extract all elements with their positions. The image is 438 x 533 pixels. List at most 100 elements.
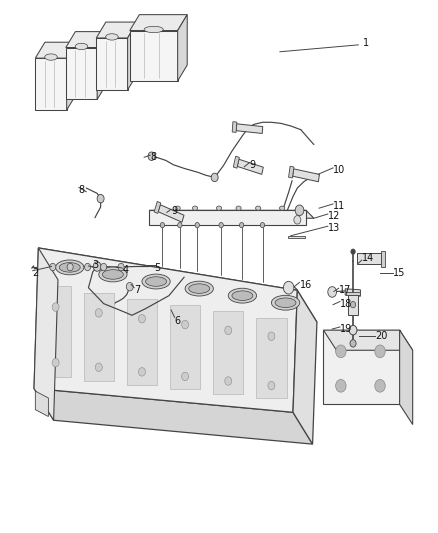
Circle shape xyxy=(195,222,199,228)
Polygon shape xyxy=(149,211,314,218)
Text: 17: 17 xyxy=(339,285,351,295)
Circle shape xyxy=(375,345,385,358)
Polygon shape xyxy=(127,299,157,385)
Polygon shape xyxy=(381,251,385,266)
Polygon shape xyxy=(66,47,97,100)
Text: 10: 10 xyxy=(333,165,345,175)
Circle shape xyxy=(219,222,223,228)
Polygon shape xyxy=(35,42,76,58)
Polygon shape xyxy=(233,156,239,168)
Polygon shape xyxy=(96,22,137,38)
Text: 7: 7 xyxy=(134,285,141,295)
Polygon shape xyxy=(34,248,297,413)
Circle shape xyxy=(126,282,133,291)
Circle shape xyxy=(160,222,165,228)
Ellipse shape xyxy=(142,274,170,289)
Polygon shape xyxy=(67,42,76,110)
Text: 8: 8 xyxy=(150,152,156,162)
Ellipse shape xyxy=(279,206,285,211)
Circle shape xyxy=(225,377,232,385)
Circle shape xyxy=(178,222,182,228)
Ellipse shape xyxy=(216,206,222,211)
Circle shape xyxy=(283,281,294,294)
Polygon shape xyxy=(40,286,71,376)
Polygon shape xyxy=(170,305,200,390)
Ellipse shape xyxy=(99,267,127,282)
Text: 20: 20 xyxy=(375,332,387,342)
Ellipse shape xyxy=(158,206,163,211)
Polygon shape xyxy=(288,236,305,238)
Circle shape xyxy=(268,382,275,390)
Text: 16: 16 xyxy=(300,279,312,289)
Polygon shape xyxy=(232,122,237,132)
Circle shape xyxy=(211,173,218,182)
Ellipse shape xyxy=(45,54,57,60)
Circle shape xyxy=(138,314,145,323)
Circle shape xyxy=(52,303,59,311)
Polygon shape xyxy=(34,389,313,444)
Ellipse shape xyxy=(59,263,80,272)
Ellipse shape xyxy=(56,260,84,275)
Polygon shape xyxy=(357,253,381,264)
Ellipse shape xyxy=(145,277,166,286)
Polygon shape xyxy=(289,166,294,178)
Circle shape xyxy=(95,363,102,372)
Polygon shape xyxy=(35,58,67,110)
Polygon shape xyxy=(293,290,317,444)
Polygon shape xyxy=(154,201,161,213)
Text: 9: 9 xyxy=(171,206,177,216)
Circle shape xyxy=(268,332,275,341)
Text: 15: 15 xyxy=(393,268,406,278)
Polygon shape xyxy=(127,22,137,90)
Polygon shape xyxy=(213,311,244,394)
Polygon shape xyxy=(84,293,114,381)
Polygon shape xyxy=(323,330,399,405)
Text: 8: 8 xyxy=(79,184,85,195)
Circle shape xyxy=(148,152,155,160)
Polygon shape xyxy=(237,159,263,174)
Polygon shape xyxy=(345,289,360,296)
Ellipse shape xyxy=(297,206,302,211)
Text: 19: 19 xyxy=(340,324,352,334)
Circle shape xyxy=(101,263,107,271)
Polygon shape xyxy=(178,14,187,81)
Ellipse shape xyxy=(189,284,210,293)
Circle shape xyxy=(350,302,356,308)
Circle shape xyxy=(336,379,346,392)
Circle shape xyxy=(295,205,304,216)
Ellipse shape xyxy=(75,43,88,50)
Polygon shape xyxy=(256,318,286,398)
Polygon shape xyxy=(158,205,184,222)
Polygon shape xyxy=(97,31,107,100)
Circle shape xyxy=(350,340,356,347)
Text: 14: 14 xyxy=(362,253,374,263)
Circle shape xyxy=(95,309,102,317)
Ellipse shape xyxy=(144,26,163,33)
Ellipse shape xyxy=(255,206,261,211)
Text: 12: 12 xyxy=(328,211,340,221)
Circle shape xyxy=(138,368,145,376)
Ellipse shape xyxy=(106,34,118,40)
Ellipse shape xyxy=(185,281,213,296)
Ellipse shape xyxy=(192,206,198,211)
Ellipse shape xyxy=(228,288,257,303)
Polygon shape xyxy=(236,124,263,133)
Circle shape xyxy=(351,249,355,254)
Polygon shape xyxy=(66,31,107,47)
Polygon shape xyxy=(323,330,413,350)
Circle shape xyxy=(336,345,346,358)
Circle shape xyxy=(93,262,101,271)
Polygon shape xyxy=(399,330,413,424)
Polygon shape xyxy=(130,30,178,81)
Circle shape xyxy=(225,326,232,335)
Circle shape xyxy=(49,263,56,271)
Polygon shape xyxy=(34,248,58,420)
Text: 13: 13 xyxy=(328,223,340,233)
Circle shape xyxy=(182,320,189,329)
Circle shape xyxy=(349,325,357,335)
Ellipse shape xyxy=(175,206,180,211)
Circle shape xyxy=(375,379,385,392)
Text: 11: 11 xyxy=(333,201,345,211)
Text: 3: 3 xyxy=(93,260,99,270)
Text: 6: 6 xyxy=(175,316,181,326)
